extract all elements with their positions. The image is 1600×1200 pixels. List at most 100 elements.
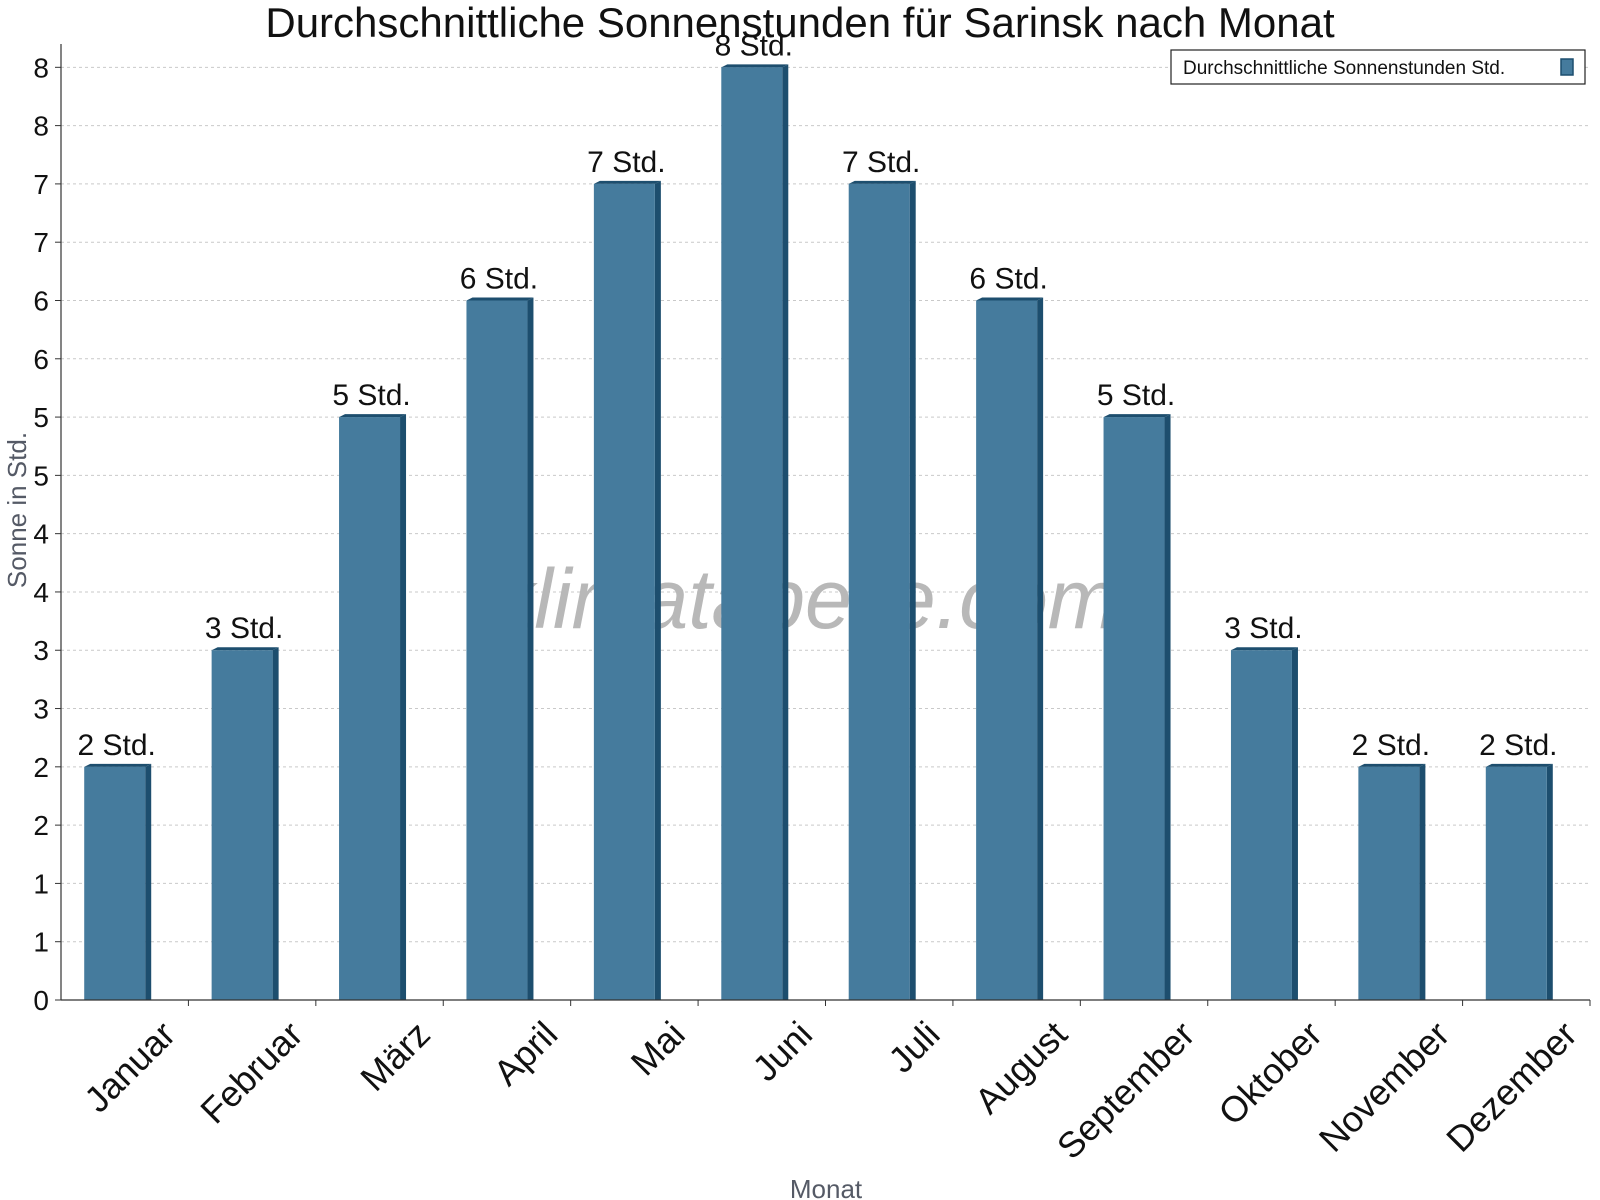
x-tick-label: Juni xyxy=(744,1013,820,1089)
x-tick-label: März xyxy=(352,1013,438,1099)
bar-top xyxy=(1230,647,1298,651)
bar-front xyxy=(721,67,783,1000)
bar-top xyxy=(1485,763,1553,767)
bar-top xyxy=(976,297,1044,301)
bar-side xyxy=(1291,647,1298,1000)
x-tick-label: Dezember xyxy=(1438,1013,1584,1159)
data-label: 2 Std. xyxy=(78,729,156,762)
bar-front xyxy=(848,183,910,1000)
x-tick-label: September xyxy=(1049,1013,1203,1167)
y-tick-label: 6 xyxy=(33,344,49,375)
y-tick-label: 3 xyxy=(33,635,49,666)
bar-front xyxy=(1103,417,1165,1000)
bar-top xyxy=(848,180,916,184)
bar xyxy=(211,647,279,1000)
bar-front xyxy=(84,766,146,1000)
bar xyxy=(84,763,152,1000)
y-tick-label: 5 xyxy=(33,402,49,433)
y-tick-label: 5 xyxy=(33,460,49,491)
bar xyxy=(466,297,534,1000)
data-label: 3 Std. xyxy=(205,612,283,645)
x-tick-label: Januar xyxy=(76,1013,183,1120)
bar-top xyxy=(466,297,534,301)
legend-label: Durchschnittliche Sonnenstunden Std. xyxy=(1183,58,1505,79)
bar xyxy=(593,180,661,1000)
y-tick-label: 8 xyxy=(33,52,49,83)
bar-side xyxy=(145,763,152,1000)
bar-side xyxy=(400,414,407,1000)
legend-swatch xyxy=(1560,58,1574,76)
data-label: 7 Std. xyxy=(587,146,665,179)
bar-side xyxy=(909,180,916,1000)
x-tick-label: April xyxy=(485,1013,565,1093)
x-tick-label: Februar xyxy=(192,1013,310,1131)
bar-side xyxy=(1419,763,1426,1000)
bar-top xyxy=(211,647,279,651)
bar xyxy=(1230,647,1298,1000)
y-tick-label: 1 xyxy=(33,868,49,899)
y-tick-label: 2 xyxy=(33,752,49,783)
bar-side xyxy=(654,180,661,1000)
bars: 2 Std. 3 Std. 5 Std. 6 Std. 7 Std. 8 Std. 7 St… xyxy=(78,29,1557,1000)
bar-top xyxy=(339,414,407,418)
chart-title: Durchschnittliche Sonnenstunden für Sari… xyxy=(265,0,1335,46)
bar xyxy=(339,414,407,1000)
bar-top xyxy=(721,64,789,68)
bar-top xyxy=(84,763,152,767)
bar-side xyxy=(1037,297,1044,1000)
x-tick-label: Juli xyxy=(880,1013,947,1080)
bar xyxy=(1358,763,1426,1000)
y-tick-label: 4 xyxy=(33,577,49,608)
data-label: 5 Std. xyxy=(332,379,410,412)
bar xyxy=(1103,414,1171,1000)
bar-side xyxy=(527,297,534,1000)
x-tick-label: November xyxy=(1311,1013,1457,1159)
bar-front xyxy=(339,417,401,1000)
y-tick-label: 4 xyxy=(33,519,49,550)
x-tick-label: August xyxy=(967,1013,1075,1121)
y-tick-label: 3 xyxy=(33,694,49,725)
y-tick-label: 7 xyxy=(33,227,49,258)
gridlines xyxy=(61,66,1590,943)
data-label: 6 Std. xyxy=(969,262,1047,295)
x-tick-label: Mai xyxy=(623,1013,693,1083)
data-label: 5 Std. xyxy=(1097,379,1175,412)
data-label: 2 Std. xyxy=(1479,729,1557,762)
y-tick-label: 6 xyxy=(33,285,49,316)
data-label: 2 Std. xyxy=(1352,729,1430,762)
bar-front xyxy=(593,183,655,1000)
bar-front xyxy=(211,650,273,1000)
y-tick-label: 8 xyxy=(33,111,49,142)
y-tick-label: 2 xyxy=(33,810,49,841)
bar xyxy=(976,297,1044,1000)
bar-side xyxy=(1546,763,1553,1000)
bar-side xyxy=(272,647,279,1000)
bar-front xyxy=(976,300,1038,1000)
y-tick-label: 1 xyxy=(33,927,49,958)
bar-side xyxy=(1164,414,1171,1000)
legend: Durchschnittliche Sonnenstunden Std. xyxy=(1170,49,1586,85)
bar-top xyxy=(1358,763,1426,767)
data-label: 3 Std. xyxy=(1224,612,1302,645)
x-tick-label: Oktober xyxy=(1210,1013,1330,1133)
data-label: 8 Std. xyxy=(715,29,793,62)
bar-front xyxy=(1485,766,1547,1000)
bar xyxy=(848,180,916,1000)
legend-box xyxy=(1170,49,1586,85)
bar-front xyxy=(1230,650,1292,1000)
bar-front xyxy=(1358,766,1420,1000)
bar-top xyxy=(593,180,661,184)
x-axis-title: Monat xyxy=(790,1174,863,1200)
bar xyxy=(1485,763,1553,1000)
y-tick-label: 7 xyxy=(33,169,49,200)
bar-front xyxy=(466,300,528,1000)
bar-top xyxy=(1103,414,1171,418)
bar xyxy=(721,64,789,1000)
bar-side xyxy=(782,64,789,1000)
data-label: 6 Std. xyxy=(460,262,538,295)
y-tick-label: 0 xyxy=(33,985,49,1016)
y-axis-title: Sonne in Std. xyxy=(2,432,32,588)
data-label: 7 Std. xyxy=(842,146,920,179)
